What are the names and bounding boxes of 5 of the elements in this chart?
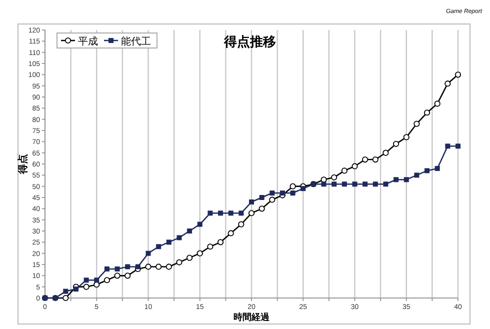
x-axis-title: 時間経過 <box>234 312 270 322</box>
legend-label: 平成 <box>78 36 98 48</box>
legend-label: 能代工 <box>121 36 151 48</box>
y-axis-title: 得点 <box>17 154 29 175</box>
chart-title: 得点推移 <box>223 34 276 49</box>
